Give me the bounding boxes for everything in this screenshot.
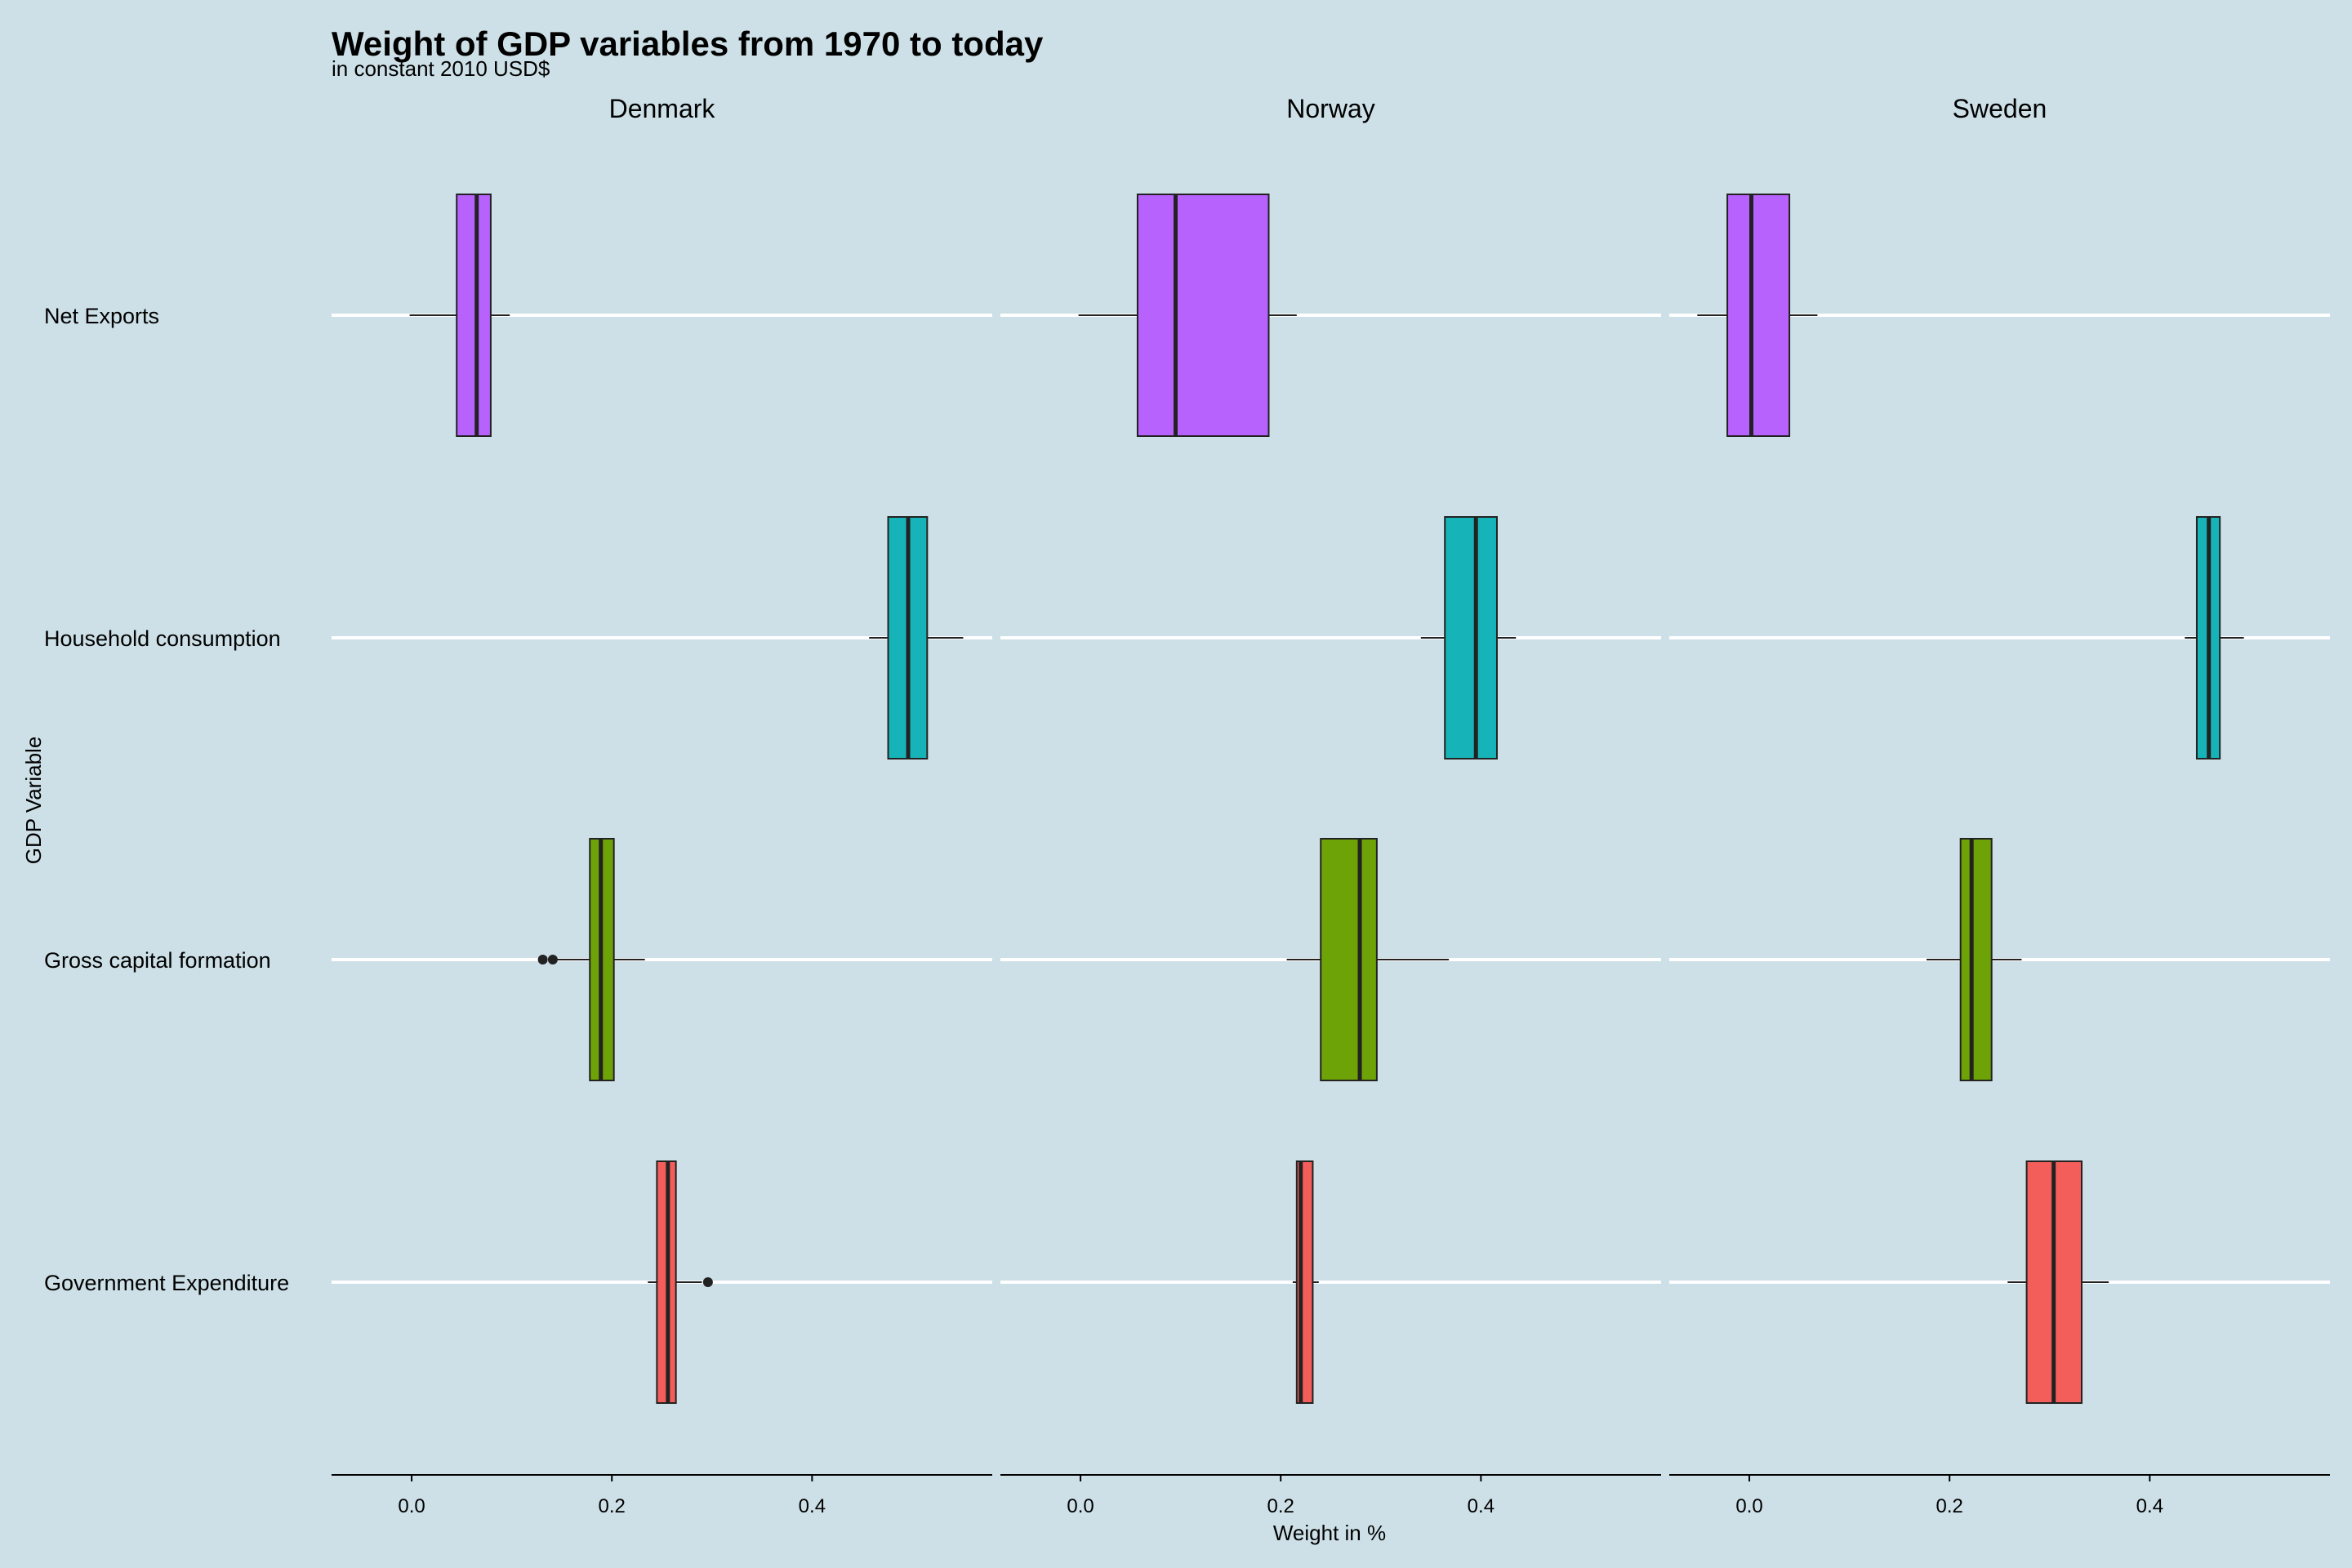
chart-subtitle: in constant 2010 USD$	[332, 56, 550, 81]
x-tick-label: 0.2	[1936, 1495, 1963, 1517]
panel-norway: Norway 0.0 0.2 0.4	[1000, 94, 1661, 1517]
box-norway-household-consumption	[1444, 516, 1498, 760]
y-tick-label-net-exports: Net Exports	[44, 304, 159, 328]
panel-title-norway: Norway	[1286, 94, 1374, 123]
facet-panels: Denmark 0.0 0.2 0.4 Norway 0.0 0.2 0.4 Sweden 0.0…	[332, 94, 2330, 1517]
x-tick-label: 0.2	[599, 1495, 626, 1517]
x-tick-label: 0.4	[799, 1495, 826, 1517]
box-denmark-net-exports	[456, 194, 492, 437]
panel-title-sweden: Sweden	[1953, 94, 2047, 123]
y-axis-labels: Net Exports Household consumption Gross …	[44, 304, 289, 1295]
y-tick-label-gross-capital-formation: Gross capital formation	[44, 948, 271, 973]
chart-title: Weight of GDP variables from 1970 to tod…	[332, 24, 1044, 63]
x-tick-label: 0.0	[1735, 1495, 1762, 1517]
outlier-denmark-government-expenditure	[702, 1277, 713, 1287]
box-norway-gross-capital-formation	[1320, 838, 1378, 1081]
outlier-denmark-gross-capital-formation	[547, 955, 558, 964]
x-tick-label: 0.2	[1267, 1495, 1294, 1517]
y-tick-label-household-consumption: Household consumption	[44, 626, 281, 651]
y-axis-title: GDP Variable	[21, 737, 46, 865]
box-sweden-net-exports	[1726, 194, 1791, 437]
x-tick-label: 0.4	[1468, 1495, 1494, 1517]
panel-denmark: Denmark 0.0 0.2 0.4	[332, 94, 992, 1517]
box-sweden-gross-capital-formation	[1959, 838, 1993, 1081]
x-axis-title: Weight in %	[1273, 1521, 1386, 1545]
panel-title-denmark: Denmark	[609, 94, 716, 123]
x-tick-label: 0.0	[398, 1495, 425, 1517]
panel-sweden: Sweden 0.0 0.2 0.4	[1669, 94, 2330, 1517]
x-tick-label: 0.0	[1067, 1495, 1094, 1517]
outlier-denmark-gross-capital-formation	[537, 955, 548, 964]
box-norway-net-exports	[1136, 194, 1270, 437]
x-tick-label: 0.4	[2136, 1495, 2163, 1517]
y-tick-label-government-expenditure: Government Expenditure	[44, 1271, 289, 1295]
